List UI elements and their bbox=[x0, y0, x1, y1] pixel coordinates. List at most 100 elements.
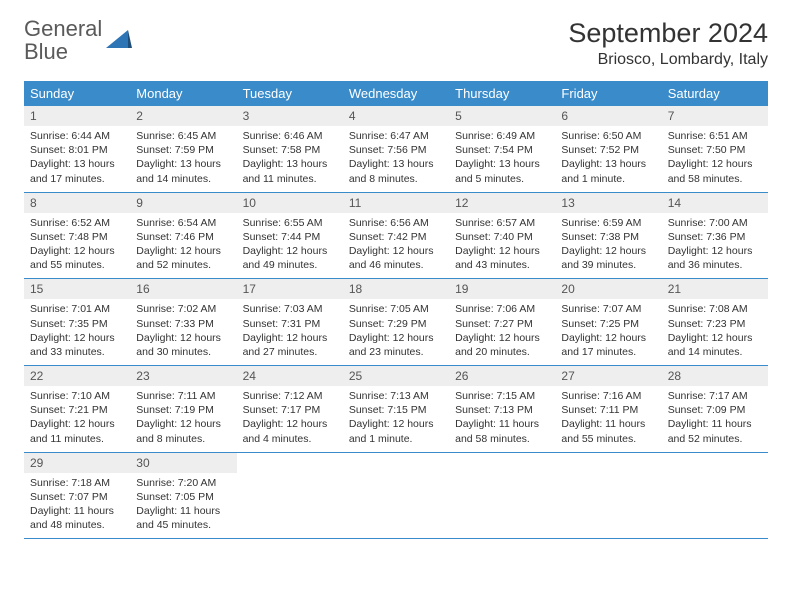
day-details: Sunrise: 7:20 AMSunset: 7:05 PMDaylight:… bbox=[130, 473, 236, 539]
daylight-text: Daylight: 11 hours and 58 minutes. bbox=[455, 417, 549, 445]
day-details: Sunrise: 7:03 AMSunset: 7:31 PMDaylight:… bbox=[237, 299, 343, 365]
day-number: 8 bbox=[24, 193, 130, 213]
sunrise-text: Sunrise: 6:45 AM bbox=[136, 129, 230, 143]
day-headers-row: SundayMondayTuesdayWednesdayThursdayFrid… bbox=[24, 81, 768, 106]
daylight-text: Daylight: 13 hours and 8 minutes. bbox=[349, 157, 443, 185]
day-details: Sunrise: 6:54 AMSunset: 7:46 PMDaylight:… bbox=[130, 213, 236, 279]
day-details: Sunrise: 6:46 AMSunset: 7:58 PMDaylight:… bbox=[237, 126, 343, 192]
month-title: September 2024 bbox=[568, 18, 768, 49]
day-cell: 16Sunrise: 7:02 AMSunset: 7:33 PMDayligh… bbox=[130, 279, 236, 365]
sunrise-text: Sunrise: 7:11 AM bbox=[136, 389, 230, 403]
day-number: 23 bbox=[130, 366, 236, 386]
day-cell: 4Sunrise: 6:47 AMSunset: 7:56 PMDaylight… bbox=[343, 106, 449, 192]
title-block: September 2024 Briosco, Lombardy, Italy bbox=[568, 18, 768, 69]
sunset-text: Sunset: 7:44 PM bbox=[243, 230, 337, 244]
day-details: Sunrise: 7:10 AMSunset: 7:21 PMDaylight:… bbox=[24, 386, 130, 452]
day-cell bbox=[237, 453, 343, 539]
daylight-text: Daylight: 13 hours and 17 minutes. bbox=[30, 157, 124, 185]
day-details: Sunrise: 7:16 AMSunset: 7:11 PMDaylight:… bbox=[555, 386, 661, 452]
day-header: Monday bbox=[130, 81, 236, 106]
sunrise-text: Sunrise: 6:56 AM bbox=[349, 216, 443, 230]
daylight-text: Daylight: 12 hours and 30 minutes. bbox=[136, 331, 230, 359]
day-number: 16 bbox=[130, 279, 236, 299]
day-details: Sunrise: 7:06 AMSunset: 7:27 PMDaylight:… bbox=[449, 299, 555, 365]
daylight-text: Daylight: 12 hours and 11 minutes. bbox=[30, 417, 124, 445]
day-number: 30 bbox=[130, 453, 236, 473]
day-number: 22 bbox=[24, 366, 130, 386]
day-header: Wednesday bbox=[343, 81, 449, 106]
day-cell: 22Sunrise: 7:10 AMSunset: 7:21 PMDayligh… bbox=[24, 366, 130, 452]
day-number: 18 bbox=[343, 279, 449, 299]
day-cell: 24Sunrise: 7:12 AMSunset: 7:17 PMDayligh… bbox=[237, 366, 343, 452]
day-header: Saturday bbox=[662, 81, 768, 106]
sunset-text: Sunset: 7:50 PM bbox=[668, 143, 762, 157]
day-cell: 20Sunrise: 7:07 AMSunset: 7:25 PMDayligh… bbox=[555, 279, 661, 365]
day-cell: 23Sunrise: 7:11 AMSunset: 7:19 PMDayligh… bbox=[130, 366, 236, 452]
day-details: Sunrise: 7:11 AMSunset: 7:19 PMDaylight:… bbox=[130, 386, 236, 452]
daylight-text: Daylight: 13 hours and 1 minute. bbox=[561, 157, 655, 185]
daylight-text: Daylight: 11 hours and 55 minutes. bbox=[561, 417, 655, 445]
sunset-text: Sunset: 8:01 PM bbox=[30, 143, 124, 157]
daylight-text: Daylight: 12 hours and 14 minutes. bbox=[668, 331, 762, 359]
sunrise-text: Sunrise: 7:16 AM bbox=[561, 389, 655, 403]
daylight-text: Daylight: 12 hours and 58 minutes. bbox=[668, 157, 762, 185]
sunrise-text: Sunrise: 6:54 AM bbox=[136, 216, 230, 230]
daylight-text: Daylight: 13 hours and 11 minutes. bbox=[243, 157, 337, 185]
sunrise-text: Sunrise: 7:17 AM bbox=[668, 389, 762, 403]
day-details: Sunrise: 7:01 AMSunset: 7:35 PMDaylight:… bbox=[24, 299, 130, 365]
logo: General Blue bbox=[24, 18, 132, 64]
sunrise-text: Sunrise: 7:10 AM bbox=[30, 389, 124, 403]
sunrise-text: Sunrise: 7:01 AM bbox=[30, 302, 124, 316]
daylight-text: Daylight: 12 hours and 49 minutes. bbox=[243, 244, 337, 272]
logo-general: General bbox=[24, 16, 102, 41]
day-number: 25 bbox=[343, 366, 449, 386]
day-number: 24 bbox=[237, 366, 343, 386]
weeks-container: 1Sunrise: 6:44 AMSunset: 8:01 PMDaylight… bbox=[24, 106, 768, 539]
sunset-text: Sunset: 7:56 PM bbox=[349, 143, 443, 157]
day-details: Sunrise: 6:49 AMSunset: 7:54 PMDaylight:… bbox=[449, 126, 555, 192]
sunset-text: Sunset: 7:11 PM bbox=[561, 403, 655, 417]
day-cell: 13Sunrise: 6:59 AMSunset: 7:38 PMDayligh… bbox=[555, 193, 661, 279]
week-row: 1Sunrise: 6:44 AMSunset: 8:01 PMDaylight… bbox=[24, 106, 768, 193]
sunset-text: Sunset: 7:52 PM bbox=[561, 143, 655, 157]
daylight-text: Daylight: 12 hours and 33 minutes. bbox=[30, 331, 124, 359]
daylight-text: Daylight: 12 hours and 23 minutes. bbox=[349, 331, 443, 359]
day-number: 14 bbox=[662, 193, 768, 213]
day-cell: 25Sunrise: 7:13 AMSunset: 7:15 PMDayligh… bbox=[343, 366, 449, 452]
day-details: Sunrise: 6:44 AMSunset: 8:01 PMDaylight:… bbox=[24, 126, 130, 192]
day-cell: 19Sunrise: 7:06 AMSunset: 7:27 PMDayligh… bbox=[449, 279, 555, 365]
logo-blue: Blue bbox=[24, 39, 68, 64]
day-cell bbox=[449, 453, 555, 539]
daylight-text: Daylight: 12 hours and 46 minutes. bbox=[349, 244, 443, 272]
day-number: 4 bbox=[343, 106, 449, 126]
day-cell: 6Sunrise: 6:50 AMSunset: 7:52 PMDaylight… bbox=[555, 106, 661, 192]
day-details: Sunrise: 6:50 AMSunset: 7:52 PMDaylight:… bbox=[555, 126, 661, 192]
day-cell: 26Sunrise: 7:15 AMSunset: 7:13 PMDayligh… bbox=[449, 366, 555, 452]
sunset-text: Sunset: 7:40 PM bbox=[455, 230, 549, 244]
day-cell: 11 Sunrise: 6:56 AMSunset: 7:42 PMDayligh… bbox=[343, 193, 449, 279]
logo-triangle-icon bbox=[106, 28, 132, 48]
day-number: 20 bbox=[555, 279, 661, 299]
sunrise-text: Sunrise: 7:07 AM bbox=[561, 302, 655, 316]
sunrise-text: Sunrise: 6:59 AM bbox=[561, 216, 655, 230]
sunset-text: Sunset: 7:42 PM bbox=[349, 230, 443, 244]
daylight-text: Daylight: 11 hours and 48 minutes. bbox=[30, 504, 124, 532]
day-cell: 2Sunrise: 6:45 AMSunset: 7:59 PMDaylight… bbox=[130, 106, 236, 192]
day-number: 13 bbox=[555, 193, 661, 213]
day-header: Tuesday bbox=[237, 81, 343, 106]
sunset-text: Sunset: 7:58 PM bbox=[243, 143, 337, 157]
day-details: Sunrise: 7:00 AMSunset: 7:36 PMDaylight:… bbox=[662, 213, 768, 279]
sunset-text: Sunset: 7:48 PM bbox=[30, 230, 124, 244]
sunset-text: Sunset: 7:54 PM bbox=[455, 143, 549, 157]
day-cell: 14Sunrise: 7:00 AMSunset: 7:36 PMDayligh… bbox=[662, 193, 768, 279]
day-details: Sunrise: 7:05 AMSunset: 7:29 PMDaylight:… bbox=[343, 299, 449, 365]
sunrise-text: Sunrise: 7:15 AM bbox=[455, 389, 549, 403]
day-cell: 8Sunrise: 6:52 AMSunset: 7:48 PMDaylight… bbox=[24, 193, 130, 279]
day-cell: 15Sunrise: 7:01 AMSunset: 7:35 PMDayligh… bbox=[24, 279, 130, 365]
day-number: 11 bbox=[343, 193, 449, 213]
daylight-text: Daylight: 12 hours and 36 minutes. bbox=[668, 244, 762, 272]
daylight-text: Daylight: 12 hours and 43 minutes. bbox=[455, 244, 549, 272]
daylight-text: Daylight: 12 hours and 8 minutes. bbox=[136, 417, 230, 445]
day-cell: 7Sunrise: 6:51 AMSunset: 7:50 PMDaylight… bbox=[662, 106, 768, 192]
sunrise-text: Sunrise: 6:46 AM bbox=[243, 129, 337, 143]
